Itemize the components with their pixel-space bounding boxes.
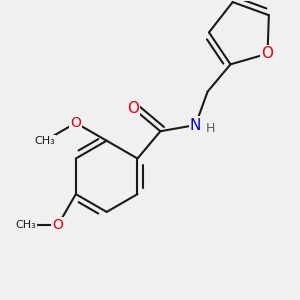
Text: O: O	[127, 101, 139, 116]
Text: H: H	[205, 122, 215, 135]
Text: N: N	[190, 118, 201, 133]
Text: CH₃: CH₃	[34, 136, 56, 146]
Text: O: O	[70, 116, 81, 130]
Text: CH₃: CH₃	[16, 220, 36, 230]
Text: O: O	[52, 218, 64, 232]
Text: O: O	[262, 46, 274, 61]
